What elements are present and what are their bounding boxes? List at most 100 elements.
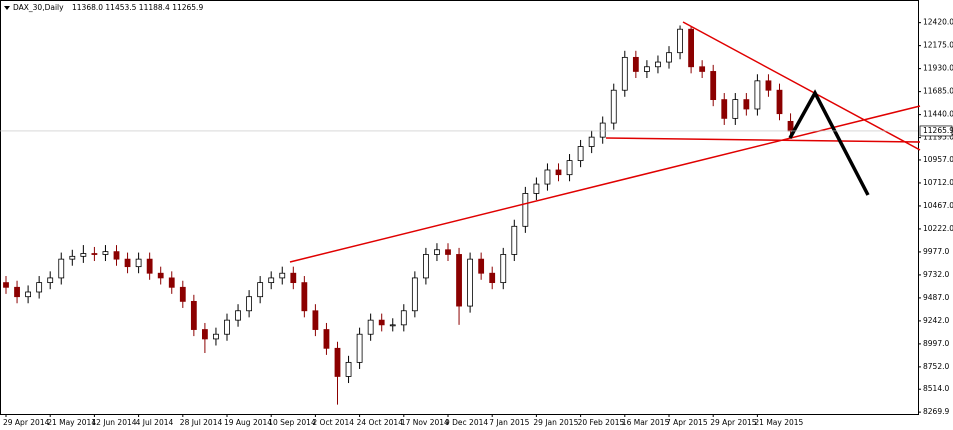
x-tick-label: 20 Feb 2015 — [578, 418, 625, 427]
candle-body — [544, 169, 551, 185]
candle-body — [213, 333, 219, 340]
candle-body — [47, 277, 54, 284]
candle-body — [279, 272, 286, 279]
candle-body — [69, 255, 76, 260]
candle-body — [102, 251, 109, 255]
candle-body — [743, 99, 750, 110]
x-tick-label: 7 Jan 2015 — [489, 418, 529, 427]
candle-body — [58, 258, 65, 279]
candle-body — [168, 277, 175, 288]
x-tick-label: 29 Apr 2015 — [710, 418, 757, 427]
candle-body — [588, 136, 595, 147]
candle-body — [599, 122, 606, 138]
trend-line — [682, 21, 921, 151]
candle-body — [25, 291, 32, 298]
candle-body — [80, 253, 87, 257]
candle-body — [257, 282, 264, 298]
candle-body — [688, 28, 694, 68]
y-tick-label: 11685.0 — [923, 87, 953, 96]
y-tick-label: 10957.0 — [923, 155, 953, 164]
candle-body — [467, 258, 474, 307]
candle-body — [135, 258, 142, 268]
candle-body — [478, 258, 485, 274]
candle-body — [555, 169, 562, 176]
price-tag-box — [919, 125, 953, 137]
y-tick-label: 10467.0 — [923, 201, 953, 210]
candle-body — [356, 333, 363, 363]
y-tick-label: 9242.0 — [923, 316, 949, 325]
candle-body — [201, 329, 208, 340]
candle-body — [3, 282, 9, 288]
support-line — [605, 137, 921, 143]
y-tick-label: 11195.0 — [923, 133, 953, 142]
x-tick-label: 17 Nov 2014 — [401, 418, 449, 427]
y-tick-label: 12175.0 — [923, 41, 953, 50]
x-tick-label: 2 Oct 2014 — [312, 418, 354, 427]
projection — [788, 89, 870, 196]
y-tick-label: 9487.0 — [923, 293, 949, 302]
y-tick-label: 9977.0 — [923, 247, 949, 256]
candle-body — [621, 56, 628, 91]
candle-body — [644, 66, 650, 72]
drawings — [289, 21, 921, 263]
candle-body — [235, 310, 241, 321]
x-tick-label: 4 Jul 2014 — [136, 418, 174, 427]
y-tick-label: 9732.0 — [923, 270, 949, 279]
candle-body — [246, 296, 253, 312]
candle-body — [14, 286, 20, 298]
candle-body — [301, 282, 308, 312]
candle-body — [445, 249, 451, 255]
candle-body — [666, 52, 672, 63]
candle-body — [422, 254, 429, 279]
candle-body — [677, 28, 683, 54]
y-tick-label: 8269.9 — [923, 407, 949, 416]
price-tag: 11265.9 — [923, 126, 953, 135]
y-tick-label: 10222.0 — [923, 224, 953, 233]
candle-body — [290, 272, 297, 284]
candle-body — [754, 80, 761, 110]
candle-body — [511, 225, 518, 255]
candle-body — [367, 319, 374, 335]
candle-body — [113, 251, 120, 260]
candle-body — [577, 146, 584, 162]
candle-body — [610, 89, 617, 124]
candle-body — [334, 347, 341, 377]
ohlc-readout: 11368.0 11453.5 11188.4 11265.9 — [72, 3, 203, 12]
candle-body — [533, 183, 540, 194]
candle-body — [732, 99, 739, 119]
candle-body — [378, 319, 385, 326]
x-tick-label: 16 Mar 2015 — [622, 418, 670, 427]
candle-body — [655, 61, 661, 68]
candle-body — [776, 89, 783, 115]
candle-body — [522, 193, 529, 227]
x-tick-label: 24 Oct 2014 — [357, 418, 404, 427]
candle-body — [456, 254, 462, 307]
candle-body — [91, 253, 98, 255]
candle-body — [323, 329, 330, 349]
y-tick-label: 8514.0 — [923, 384, 949, 393]
x-tick-label: 19 Aug 2014 — [224, 418, 272, 427]
plot-frame — [0, 0, 919, 415]
candle-body — [710, 71, 717, 101]
candle-body — [500, 254, 507, 284]
candle-body — [190, 300, 197, 330]
menu-icon — [4, 6, 10, 10]
x-tick-label: 7 Apr 2015 — [666, 418, 708, 427]
y-tick-label: 8997.0 — [923, 339, 949, 348]
candle-body — [124, 258, 131, 268]
x-tick-label: 21 May 2015 — [754, 418, 803, 427]
candle-body — [411, 277, 418, 312]
candle-body — [179, 286, 186, 302]
candle-body — [146, 258, 153, 274]
y-tick-label: 11440.0 — [923, 110, 953, 119]
candle-body — [632, 56, 639, 72]
candle-body — [721, 99, 728, 119]
x-tick-label: 29 Apr 2014 — [3, 418, 50, 427]
candle-body — [345, 361, 352, 377]
x-tick-label: 10 Sep 2014 — [268, 418, 316, 427]
candle-body — [36, 282, 43, 293]
x-tick-label: 28 Jul 2014 — [180, 418, 223, 427]
x-tick-label: 21 May 2014 — [47, 418, 96, 427]
y-tick-label: 10712.0 — [923, 178, 953, 187]
